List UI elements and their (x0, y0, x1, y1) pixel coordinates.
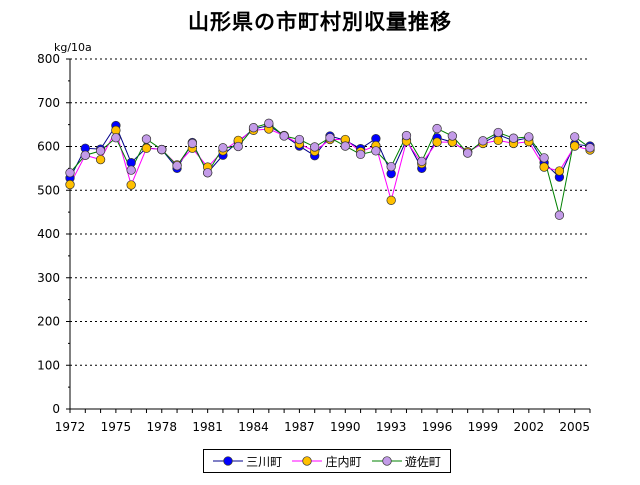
x-tick-label-1999: 1999 (468, 420, 499, 434)
data-point-s3-1977 (141, 134, 152, 144)
data-point-s3-1978 (157, 144, 167, 155)
data-point-s2-1996 (432, 137, 442, 147)
data-point-s3-1976 (126, 165, 136, 175)
data-point-s2-2004 (554, 166, 565, 176)
legend-item-1: 三川町 (213, 453, 282, 470)
legend-label: 遊佐町 (404, 454, 441, 469)
y-axis-unit-label: kg/10a (54, 41, 92, 54)
data-point-s3-2002 (524, 132, 534, 142)
data-point-s2-1977 (141, 143, 152, 153)
x-tick-label-2005: 2005 (559, 420, 590, 434)
data-point-s3-1986 (279, 131, 289, 141)
y-tick-label-200: 200 (37, 315, 60, 329)
data-point-s3-1988 (310, 142, 320, 152)
y-tick-label-300: 300 (37, 271, 60, 285)
data-point-s2-1974 (95, 154, 106, 165)
data-point-s3-1996 (432, 123, 442, 134)
data-point-s3-1992 (371, 146, 381, 156)
data-point-s3-1987 (294, 134, 305, 145)
x-tick-label-1987: 1987 (284, 420, 315, 434)
data-point-s3-1974 (95, 146, 106, 156)
data-point-s3-1985 (264, 118, 274, 128)
data-point-s3-2006 (585, 143, 595, 153)
y-tick-label-600: 600 (37, 140, 60, 154)
data-point-s3-1997 (447, 131, 458, 141)
data-point-s2-2000 (493, 135, 503, 146)
x-tick-label-2002: 2002 (514, 420, 545, 434)
data-point-s3-2004 (554, 210, 565, 220)
data-point-s2-1976 (126, 180, 136, 190)
x-tick-label-1978: 1978 (146, 420, 177, 434)
legend-label: 三川町 (246, 454, 283, 469)
data-point-s3-1989 (325, 133, 335, 143)
data-point-s3-1984 (248, 123, 259, 133)
data-point-s2-2003 (539, 162, 549, 172)
y-tick-label-100: 100 (37, 358, 60, 372)
data-point-s3-2001 (508, 133, 519, 143)
data-point-s3-1993 (386, 161, 396, 172)
chart-plot: 0 100 200 300 400 500 600 700 800 1972 1975 1978 198… (37, 52, 595, 434)
legend-marker-icon (371, 455, 402, 467)
data-point-s3-2005 (570, 132, 580, 142)
data-point-s3-1975 (111, 133, 121, 143)
x-tick-label-1975: 1975 (101, 420, 132, 434)
data-point-s3-1972 (65, 168, 75, 178)
y-tick-label-700: 700 (37, 96, 60, 110)
x-tick-label-1990: 1990 (330, 420, 361, 434)
legend-item-2: 庄内町 (292, 453, 362, 470)
data-point-s2-1993 (386, 195, 396, 205)
data-point-s2-1972 (65, 179, 75, 190)
data-point-s3-2003 (539, 153, 549, 163)
data-point-s3-1995 (417, 156, 427, 167)
x-tick-label-1993: 1993 (376, 420, 407, 434)
y-tick-label-400: 400 (37, 227, 60, 241)
legend: 三川町 庄内町 遊佐町 (203, 449, 451, 473)
y-tick-label-800: 800 (37, 52, 60, 66)
data-point-s3-2000 (493, 127, 503, 138)
legend-item-3: 遊佐町 (371, 453, 441, 470)
data-point-s3-1991 (355, 149, 366, 160)
data-point-s3-1994 (401, 130, 412, 141)
x-tick-label-1972: 1972 (55, 420, 86, 434)
data-point-s3-1990 (340, 141, 350, 151)
legend-label: 庄内町 (325, 454, 362, 469)
chart-title: 山形県の市町村別収量推移 (188, 10, 452, 34)
data-point-s3-1998 (462, 148, 473, 158)
y-tick-label-500: 500 (37, 183, 60, 197)
x-tick-label-1981: 1981 (192, 420, 223, 434)
data-point-s3-1973 (80, 150, 90, 160)
data-point-s3-1979 (172, 161, 182, 171)
x-tick-label-1996: 1996 (422, 420, 453, 434)
legend-marker-icon (292, 455, 323, 467)
x-tick-label-1984: 1984 (238, 420, 269, 434)
data-point-s3-1981 (202, 168, 213, 178)
data-point-s3-1980 (187, 138, 198, 149)
data-point-s3-1982 (218, 143, 228, 153)
data-point-s3-1983 (233, 141, 243, 152)
data-point-s2-2005 (570, 141, 580, 151)
legend-marker-icon (213, 455, 244, 467)
data-point-s3-1999 (478, 136, 488, 146)
y-tick-label-0: 0 (52, 402, 60, 416)
